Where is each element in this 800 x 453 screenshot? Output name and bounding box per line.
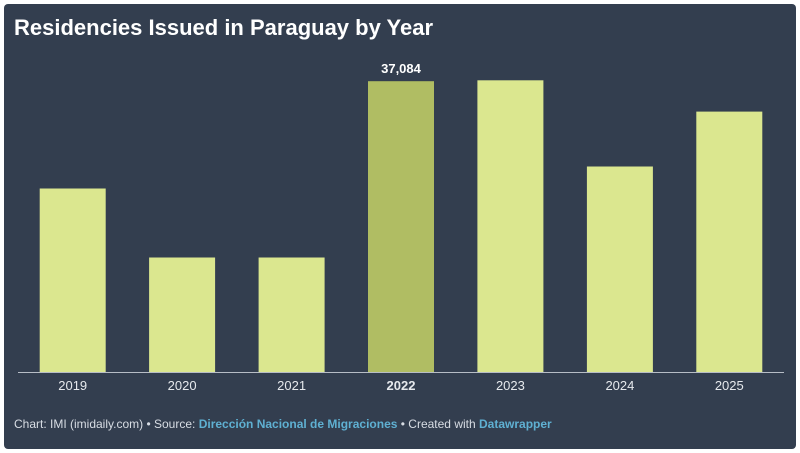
- x-tick-label-2019: 2019: [58, 378, 87, 393]
- data-labels: 37,084: [381, 61, 422, 76]
- x-tick-label-2021: 2021: [277, 378, 306, 393]
- bar-2019[interactable]: [39, 188, 106, 373]
- datawrapper-link[interactable]: Datawrapper: [479, 417, 552, 431]
- x-tick-label-2024: 2024: [605, 378, 634, 393]
- bar-2023[interactable]: [477, 80, 544, 373]
- x-tick-labels: 2019 2020 2021 2022 2023 2024 2025: [58, 378, 744, 393]
- x-tick-label-2023: 2023: [496, 378, 525, 393]
- data-label-2022: 37,084: [381, 61, 422, 76]
- footer-chart-credit: Chart: IMI (imidaily.com) • Source:: [14, 417, 199, 431]
- chart-title: Residencies Issued in Paraguay by Year: [14, 15, 434, 40]
- source-link[interactable]: Dirección Nacional de Migraciones: [198, 417, 398, 431]
- chart-footer: Chart: IMI (imidaily.com) • Source: Dire…: [14, 416, 552, 432]
- footer-created-credit: • Created with: [397, 417, 479, 431]
- x-tick-label-2020: 2020: [168, 378, 197, 393]
- bar-2022[interactable]: [368, 81, 434, 372]
- x-tick-label-2022: 2022: [387, 378, 416, 393]
- bar-2021[interactable]: [258, 257, 325, 373]
- bar-2025[interactable]: [696, 111, 763, 372]
- bar-2024[interactable]: [586, 166, 653, 373]
- x-tick-label-2025: 2025: [715, 378, 744, 393]
- bars-group: [39, 80, 763, 373]
- bar-2020[interactable]: [149, 257, 216, 373]
